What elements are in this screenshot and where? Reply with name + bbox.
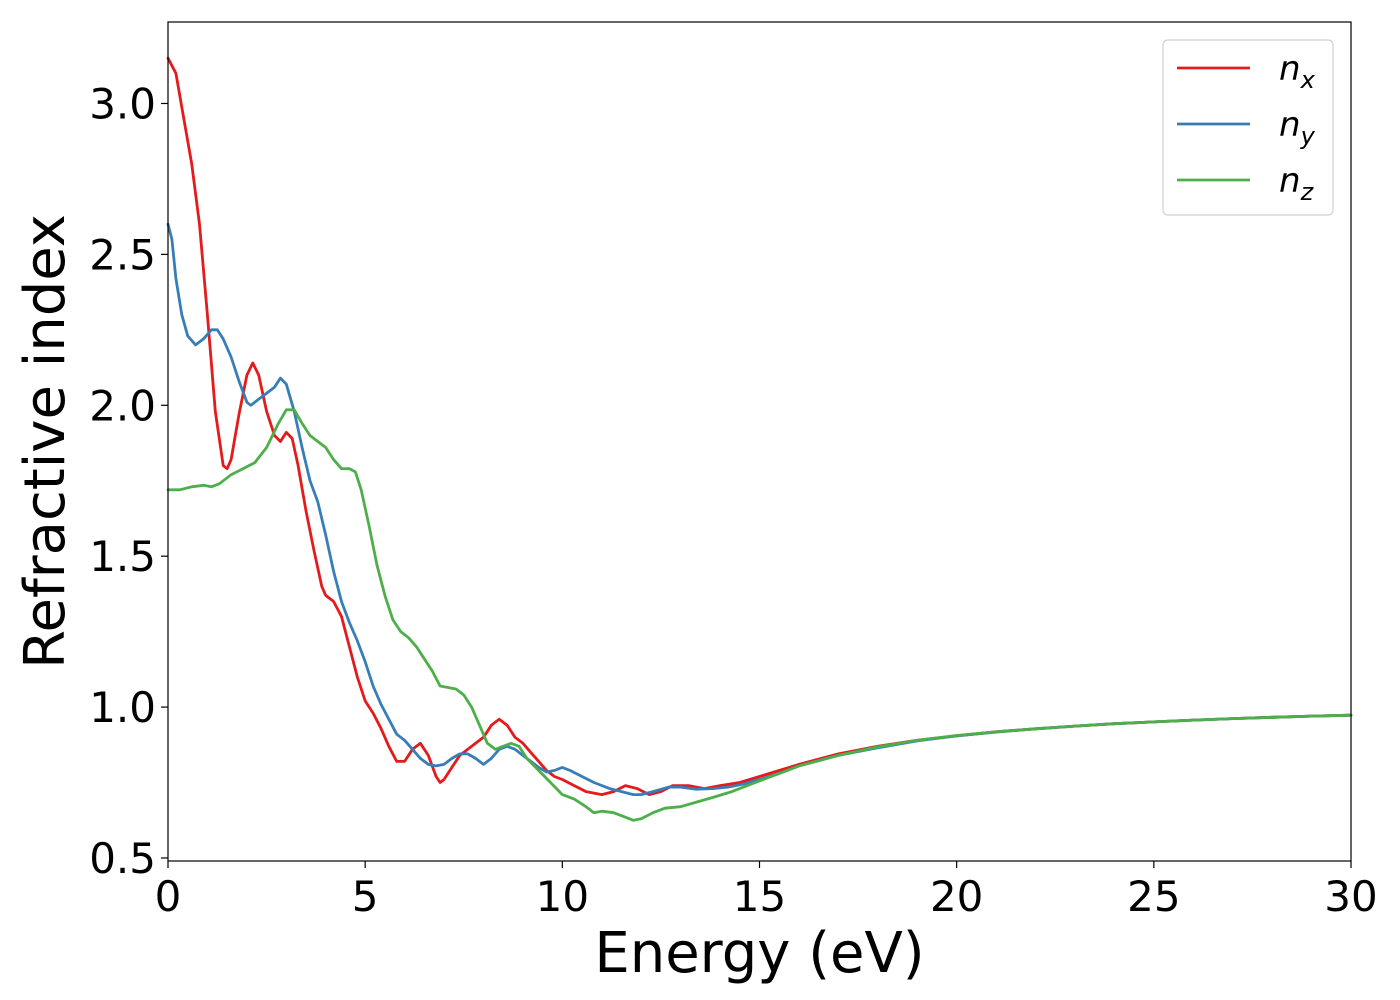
x-tick-label: 20 <box>930 872 983 921</box>
legend-label-n-y: ny <box>1279 105 1316 150</box>
legend-box <box>1162 39 1334 216</box>
x-tick-label: 5 <box>352 872 379 921</box>
series-line-n-y <box>166 222 1353 796</box>
y-tick-label: 3.0 <box>89 79 156 128</box>
y-tick-label: 1.5 <box>89 532 156 581</box>
legend-label-n-z: nz <box>1279 161 1315 206</box>
series-line-n-z <box>166 408 1353 822</box>
y-axis-label: Refractive index <box>13 214 78 669</box>
x-tick-label: 10 <box>536 872 589 921</box>
y-tick-label: 1.0 <box>89 683 156 732</box>
series-line-n-x <box>166 56 1353 796</box>
y-tick-label: 0.5 <box>89 834 156 883</box>
x-tick-label: 25 <box>1127 872 1180 921</box>
legend: nx ny nz <box>1162 39 1334 216</box>
x-axis-ticks: 0 5 10 15 20 25 30 <box>155 861 1378 921</box>
series-lines <box>166 56 1353 822</box>
x-tick-label: 0 <box>155 872 182 921</box>
x-tick-label: 30 <box>1324 872 1377 921</box>
x-axis-label: Energy (eV) <box>594 921 924 986</box>
legend-label-n-x: nx <box>1279 49 1316 94</box>
y-tick-label: 2.0 <box>89 381 156 430</box>
x-tick-label: 15 <box>733 872 786 921</box>
y-axis-ticks: 0.5 1.0 1.5 2.0 2.5 3.0 <box>89 79 168 883</box>
y-tick-label: 2.5 <box>89 230 156 279</box>
